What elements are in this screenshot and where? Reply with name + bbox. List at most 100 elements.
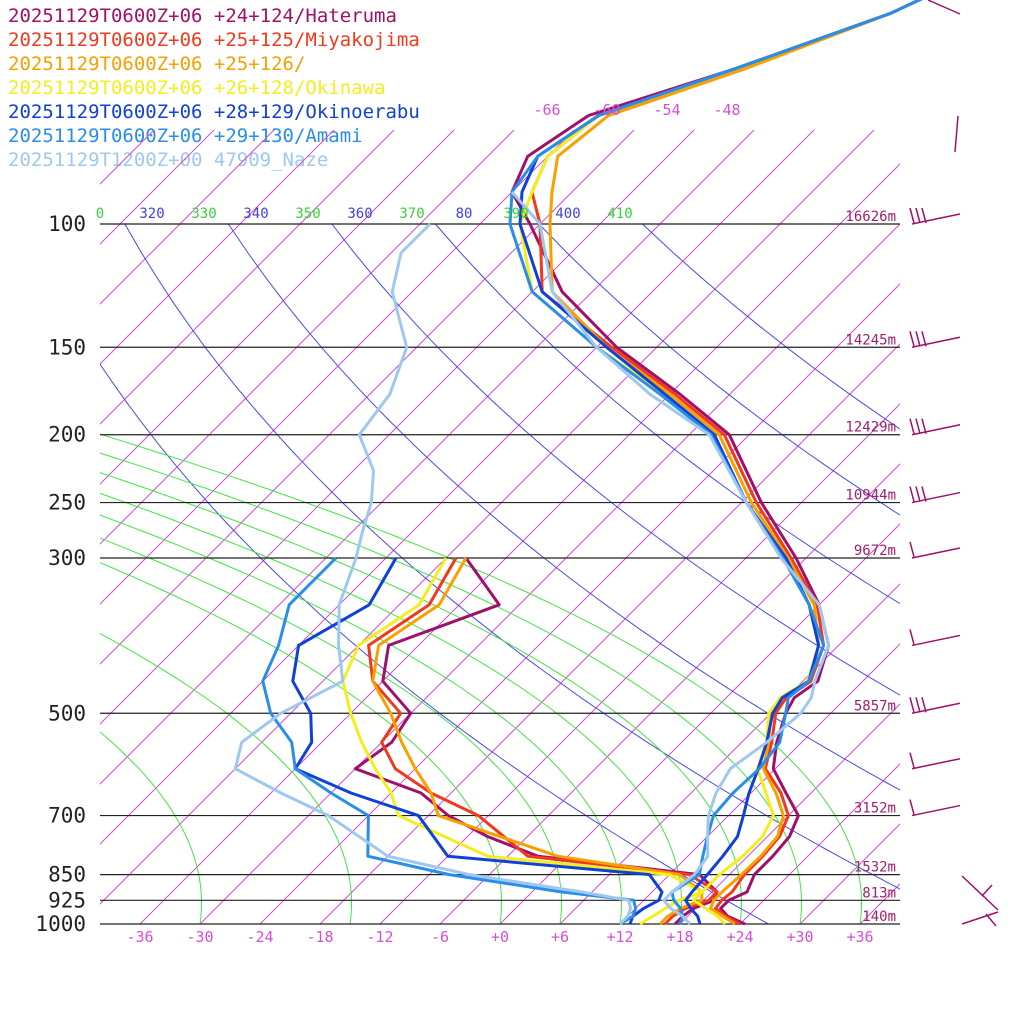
barb-flag — [915, 418, 921, 434]
pressure-label: 700 — [48, 804, 86, 828]
dewpoint-line — [291, 557, 664, 925]
upper-temp-label: -48 — [713, 101, 740, 119]
isotherm — [100, 130, 695, 725]
pressure-label: 150 — [48, 335, 86, 359]
sounding-profiles — [233, 0, 923, 926]
isotherm — [100, 130, 335, 365]
barb-flag — [909, 799, 915, 815]
barb-flag — [909, 629, 915, 645]
temperature-line — [530, 0, 923, 926]
wind-barb — [909, 207, 961, 225]
temperature-line — [510, 0, 923, 926]
pressure-label: 850 — [48, 863, 86, 887]
barb-flag — [921, 486, 927, 502]
barb-flag — [921, 418, 927, 434]
temp-tick-label: -24 — [246, 928, 273, 946]
pressure-label: 100 — [48, 212, 86, 236]
temperature-line — [518, 0, 923, 926]
dewpoint-line — [371, 557, 704, 926]
barb-flag — [909, 752, 915, 768]
wind-barb — [909, 541, 961, 559]
theta-label: 410 — [607, 206, 632, 222]
pressure-label: 500 — [48, 701, 86, 725]
isotherm — [199, 223, 900, 924]
barb-flag — [915, 486, 921, 502]
dewpoint-line — [261, 556, 638, 926]
pressure-label: 925 — [48, 888, 86, 912]
barb-flag — [909, 697, 915, 713]
upper-temp-label: -66 — [533, 101, 560, 119]
barb-flag — [915, 207, 921, 224]
isotherm — [100, 130, 635, 665]
pressure-label: 200 — [48, 423, 86, 447]
upper-temp-label: -60 — [593, 101, 620, 119]
legend-item: 20251129T0600Z+06 +25+126/ — [8, 53, 306, 75]
barb-staff — [911, 757, 961, 770]
height-label: 5857m — [854, 698, 896, 714]
isobars — [100, 223, 900, 925]
isotherm — [100, 130, 215, 245]
isotherm — [100, 130, 455, 485]
theta-label: 0 — [96, 206, 104, 222]
moist-adiabat — [100, 514, 622, 924]
temp-tick-label: +36 — [846, 928, 873, 946]
dewpoint-line — [341, 557, 704, 926]
isotherm — [679, 703, 900, 924]
isotherm — [100, 130, 875, 905]
temperature-line — [510, 191, 831, 926]
isotherm — [559, 583, 900, 924]
theta-label: 400 — [555, 206, 580, 222]
isotherm — [379, 403, 900, 924]
barb-flag — [909, 207, 915, 224]
isotherm — [259, 283, 900, 924]
isotherm — [100, 130, 395, 425]
barb-flag — [921, 331, 927, 347]
legend-item: 20251129T0600Z+06 +25+125/Miyakojima — [8, 29, 420, 51]
temp-tick-label: -36 — [126, 928, 153, 946]
height-label: 9672m — [854, 543, 896, 559]
isotherm — [920, 116, 1024, 924]
height-label: 10944m — [845, 488, 896, 504]
barb-staff — [961, 911, 999, 925]
height-label: 3152m — [854, 801, 896, 817]
moist-adiabat — [100, 472, 742, 924]
barb-flag — [921, 207, 927, 224]
wind-barb — [909, 418, 961, 436]
temp-tick-label: +30 — [786, 928, 813, 946]
temperature-line — [508, 0, 923, 925]
barb-flag — [909, 418, 915, 434]
wind-barb — [909, 629, 961, 647]
theta-label: 360 — [347, 206, 372, 222]
theta-label: 350 — [295, 206, 320, 222]
dewpoint-line — [353, 557, 719, 926]
barb-flag — [921, 697, 927, 713]
temp-tick-label: +6 — [551, 928, 569, 946]
temp-tick-label: +18 — [666, 928, 693, 946]
theta-label: 320 — [139, 206, 164, 222]
temp-tick-label: -6 — [431, 928, 449, 946]
moist-adiabat — [100, 492, 682, 924]
theta-label: 370 — [399, 206, 424, 222]
dry-adiabat — [331, 223, 900, 696]
height-label: 16626m — [845, 209, 896, 225]
barb-flag — [909, 331, 915, 347]
temperature-line — [518, 0, 923, 925]
wind-barb — [909, 697, 961, 715]
pressure-label: 300 — [48, 546, 86, 570]
legend-item: 20251129T0600Z+06 +26+128/Okinawa — [8, 77, 386, 99]
legend-item: 20251129T0600Z+06 +24+124/Hateruma — [8, 5, 397, 27]
height-label: 14245m — [845, 332, 896, 348]
isotherm — [799, 823, 900, 924]
isotherm — [619, 643, 900, 924]
temp-tick-label: -12 — [366, 928, 393, 946]
barb-flag — [985, 913, 997, 927]
height-label: 140m — [862, 909, 896, 925]
wind-barbs — [909, 0, 999, 927]
isotherm — [439, 463, 900, 924]
dry-adiabat — [227, 223, 900, 791]
height-label: 12429m — [845, 420, 896, 436]
moist-adiabat — [100, 452, 802, 924]
moist-adiabat — [100, 632, 352, 924]
